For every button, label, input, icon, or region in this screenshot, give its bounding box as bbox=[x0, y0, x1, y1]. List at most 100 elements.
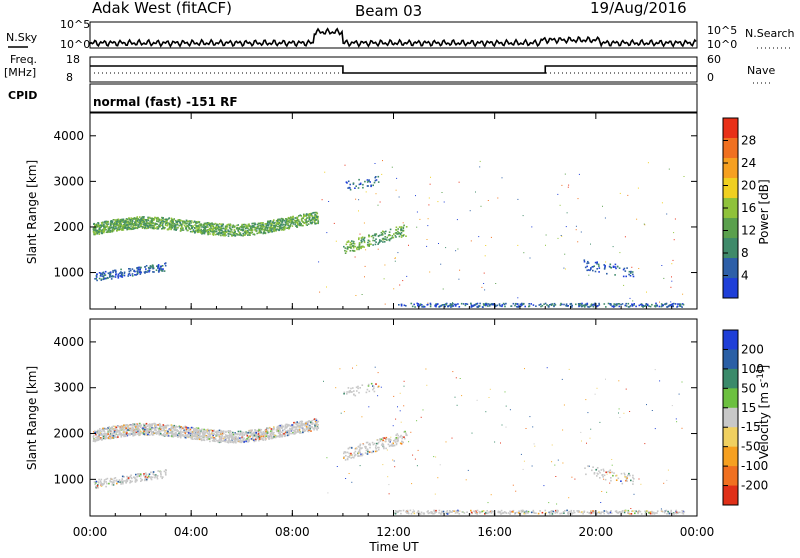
data-mark bbox=[258, 432, 260, 434]
data-mark bbox=[353, 245, 355, 247]
data-mark bbox=[593, 306, 595, 308]
data-mark bbox=[299, 223, 301, 225]
data-mark bbox=[239, 234, 241, 236]
data-mark bbox=[105, 486, 107, 488]
data-mark bbox=[225, 235, 227, 237]
data-mark bbox=[286, 227, 288, 229]
data-mark bbox=[222, 235, 224, 237]
data-mark bbox=[348, 246, 350, 248]
data-mark bbox=[376, 443, 378, 445]
data-mark bbox=[180, 433, 182, 435]
data-mark bbox=[565, 174, 566, 175]
data-mark bbox=[670, 287, 671, 288]
data-mark bbox=[296, 423, 298, 425]
data-mark bbox=[107, 277, 109, 279]
data-mark bbox=[152, 220, 154, 222]
data-mark bbox=[283, 430, 285, 432]
data-mark bbox=[644, 305, 646, 307]
data-mark bbox=[663, 278, 664, 279]
data-mark bbox=[653, 512, 655, 514]
data-mark bbox=[375, 163, 376, 164]
data-mark bbox=[591, 304, 593, 306]
data-mark bbox=[353, 390, 355, 392]
data-mark bbox=[245, 228, 247, 230]
data-mark bbox=[294, 220, 296, 222]
data-mark bbox=[305, 430, 307, 432]
data-mark bbox=[263, 431, 265, 433]
data-mark bbox=[291, 424, 293, 426]
data-mark bbox=[383, 444, 385, 446]
data-mark bbox=[197, 437, 199, 439]
data-mark bbox=[163, 219, 165, 221]
data-mark bbox=[630, 480, 632, 482]
data-mark bbox=[443, 289, 444, 290]
data-mark bbox=[96, 280, 98, 282]
data-mark bbox=[218, 233, 220, 235]
data-mark bbox=[185, 435, 187, 437]
data-mark bbox=[147, 425, 149, 427]
data-mark bbox=[269, 437, 271, 439]
data-mark bbox=[598, 511, 600, 513]
data-mark bbox=[662, 202, 663, 203]
data-mark bbox=[383, 446, 385, 448]
data-mark bbox=[100, 437, 102, 439]
data-mark bbox=[276, 427, 278, 429]
data-mark bbox=[523, 252, 524, 253]
data-mark bbox=[251, 432, 253, 434]
data-mark bbox=[642, 305, 644, 307]
data-mark bbox=[281, 424, 283, 426]
data-mark bbox=[210, 223, 212, 225]
data-mark bbox=[249, 234, 251, 236]
data-mark bbox=[101, 223, 103, 225]
data-mark bbox=[453, 305, 455, 307]
data-mark bbox=[131, 477, 133, 479]
data-mark bbox=[252, 229, 254, 231]
data-mark bbox=[130, 228, 132, 230]
data-mark bbox=[312, 216, 314, 218]
data-mark bbox=[378, 205, 379, 206]
data-mark bbox=[276, 431, 278, 433]
data-mark bbox=[376, 193, 377, 194]
data-mark bbox=[386, 237, 388, 239]
data-mark bbox=[231, 229, 233, 231]
data-mark bbox=[661, 265, 662, 266]
data-mark bbox=[379, 438, 381, 440]
data-mark bbox=[220, 233, 222, 235]
data-mark bbox=[148, 223, 150, 225]
data-mark bbox=[164, 270, 166, 272]
data-mark bbox=[167, 229, 169, 231]
data-mark bbox=[277, 222, 279, 224]
data-mark bbox=[360, 455, 362, 457]
data-mark bbox=[152, 431, 154, 433]
data-mark bbox=[262, 222, 264, 224]
data-mark bbox=[105, 228, 107, 230]
data-mark bbox=[684, 511, 686, 513]
data-mark bbox=[222, 440, 224, 442]
data-mark bbox=[134, 433, 136, 435]
data-mark bbox=[619, 303, 621, 305]
data-mark bbox=[263, 437, 265, 439]
data-mark bbox=[115, 430, 117, 432]
data-mark bbox=[366, 191, 367, 192]
data-mark bbox=[250, 430, 252, 432]
data-mark bbox=[591, 512, 593, 514]
data-mark bbox=[666, 303, 668, 305]
data-mark bbox=[311, 420, 313, 422]
data-mark bbox=[294, 431, 296, 433]
data-mark bbox=[543, 303, 545, 305]
data-mark bbox=[174, 425, 176, 427]
data-mark bbox=[152, 267, 154, 269]
data-mark bbox=[225, 228, 227, 230]
data-mark bbox=[138, 425, 140, 427]
data-mark bbox=[426, 246, 427, 247]
data-mark bbox=[164, 432, 166, 434]
data-mark bbox=[361, 455, 363, 457]
data-mark bbox=[553, 511, 555, 513]
data-mark bbox=[252, 436, 254, 438]
data-mark bbox=[567, 212, 568, 213]
data-mark bbox=[127, 429, 129, 431]
data-mark bbox=[110, 225, 112, 227]
data-mark bbox=[226, 439, 228, 441]
data-mark bbox=[369, 451, 371, 453]
data-mark bbox=[400, 513, 402, 515]
